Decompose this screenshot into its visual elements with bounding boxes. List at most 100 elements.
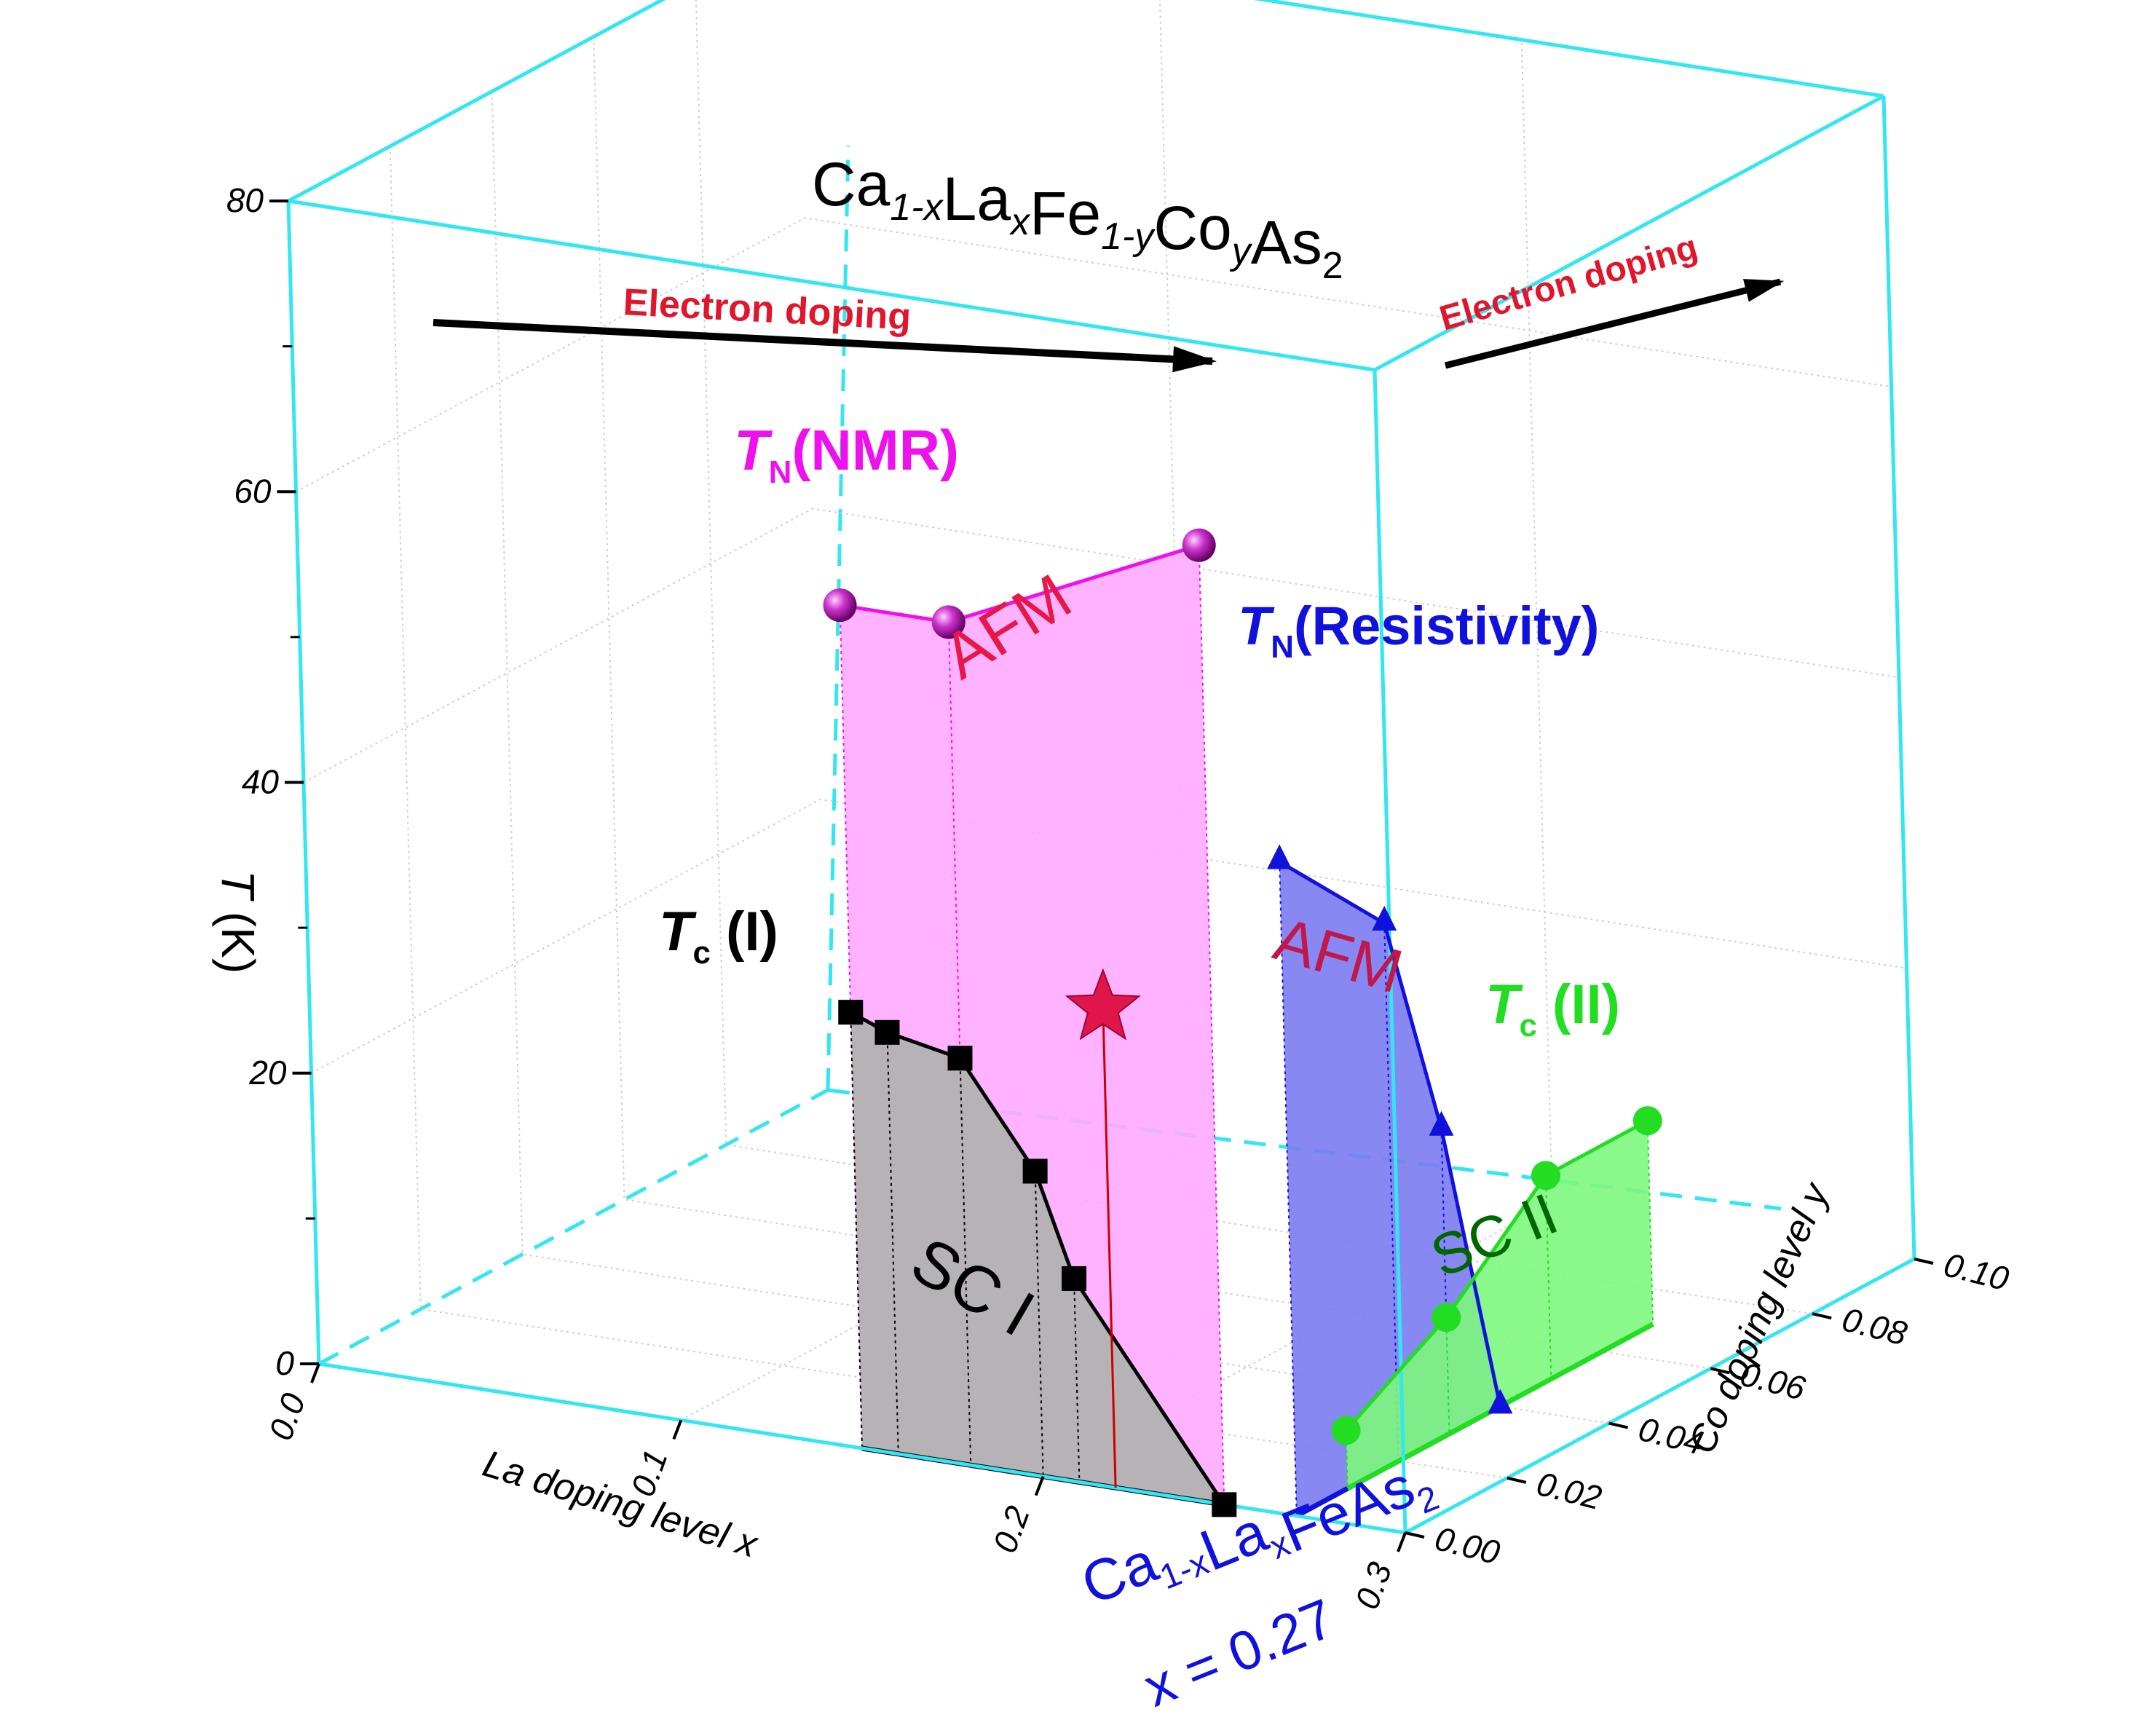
grid-line-z xyxy=(303,508,1900,783)
title-part: y xyxy=(1230,230,1253,272)
star-drop-line xyxy=(1102,1008,1117,1488)
region-t-c-ii- xyxy=(1346,1121,1654,1489)
series-label-sub: c xyxy=(1519,1008,1536,1043)
x-tick xyxy=(672,1419,683,1440)
data-point-t-c-i- xyxy=(1212,1492,1237,1517)
y-tick-label: 0.00 xyxy=(1432,1519,1504,1571)
series-label-rest: (Resistivity) xyxy=(1294,596,1599,656)
box-edge xyxy=(288,199,1375,372)
y-tick xyxy=(1608,1421,1629,1429)
z-tick-label: 0 xyxy=(275,1344,294,1382)
label-tc-i: Tc (I) xyxy=(659,901,778,971)
series-label-main: T xyxy=(734,418,773,482)
electron-doping-x: Electron doping xyxy=(433,281,1217,373)
drop-line-t-c-ii- xyxy=(1345,1430,1349,1489)
axis-title-z-var: T xyxy=(212,870,264,912)
drop-line-t-n-resistivity- xyxy=(1440,1128,1450,1434)
title-part: x xyxy=(1008,201,1031,243)
axis-title-y: Co doping level y xyxy=(1681,1175,1838,1460)
compound-label-part: Ca xyxy=(1073,1529,1166,1617)
drop-line-t-c-ii- xyxy=(1646,1121,1654,1325)
star-marker xyxy=(1065,968,1141,1041)
title-part: 1-x xyxy=(890,186,944,229)
series-line-t-c-ii- xyxy=(1344,1118,1648,1432)
series-label-main: T xyxy=(1238,596,1275,656)
x-tick-label: 0.2 xyxy=(985,1501,1037,1558)
data-point-t-n-resistivity- xyxy=(1372,906,1397,931)
series-layer xyxy=(823,528,1662,1517)
title-part: As xyxy=(1251,208,1322,277)
title-part: Fe xyxy=(1030,179,1101,248)
drop-line-t-c-i- xyxy=(850,1012,863,1449)
data-point-t-n-nmr- xyxy=(823,588,857,623)
data-point-t-c-ii- xyxy=(1331,1416,1361,1445)
x-value-label: x = 0.27 xyxy=(1136,1587,1343,1719)
data-point-t-n-nmr- xyxy=(931,605,966,639)
drop-line-t-c-ii- xyxy=(1544,1175,1552,1379)
series-label-sub: N xyxy=(1271,629,1294,665)
series-label-rest: (NMR) xyxy=(791,418,959,482)
data-point-t-n-resistivity- xyxy=(1488,1389,1513,1414)
label-tn-res: TN(Resistivity) xyxy=(1238,596,1599,665)
hidden-edge-1 xyxy=(317,1088,829,1366)
drop-line-t-c-i- xyxy=(1073,1278,1081,1483)
y-tick xyxy=(1812,1312,1832,1320)
z-tick-label: 80 xyxy=(226,181,264,219)
series-label-rest: (I) xyxy=(711,901,778,963)
y-tick-label: 0.02 xyxy=(1533,1464,1605,1517)
title-part: La xyxy=(943,165,1011,233)
electron-doping-x-arrow xyxy=(433,319,1217,373)
title-part: 1-y xyxy=(1101,216,1156,258)
electron-doping-y-arrow xyxy=(1444,278,1785,369)
y-tick-label: 0.10 xyxy=(1940,1245,2013,1298)
axis-title-z: T (K) xyxy=(212,870,264,974)
y-tick xyxy=(1507,1476,1527,1484)
drop-line-t-n-nmr- xyxy=(1198,545,1225,1505)
x-tick xyxy=(310,1363,320,1383)
title-part: Co xyxy=(1153,194,1231,262)
y-tick xyxy=(1710,1367,1730,1375)
box-edge xyxy=(1881,95,1916,1260)
data-point-t-c-i- xyxy=(838,1000,864,1025)
drop-line-t-n-resistivity- xyxy=(1279,861,1298,1516)
label-tc-ii: Tc (II) xyxy=(1485,974,1620,1043)
series-label-sub: c xyxy=(692,935,710,971)
data-point-t-c-i- xyxy=(1022,1158,1048,1184)
data-point-t-c-i- xyxy=(1062,1266,1087,1291)
box-edge xyxy=(1373,369,1407,1533)
data-point-t-c-i- xyxy=(947,1046,973,1071)
box-edge xyxy=(1373,94,1885,372)
electron-doping-y: Electron doping xyxy=(1435,228,1785,369)
series-label-main: T xyxy=(1485,974,1523,1035)
box-edge xyxy=(287,0,666,203)
box-edge xyxy=(1404,1257,1916,1535)
z-tick-label: 20 xyxy=(248,1054,287,1091)
x-tick-label: 0.3 xyxy=(1348,1557,1399,1614)
y-tick xyxy=(1914,1258,1934,1265)
series-label-main: T xyxy=(659,901,697,963)
series-label-rest: (II) xyxy=(1537,974,1620,1035)
series-label-sub: N xyxy=(769,454,792,490)
data-point-t-c-ii- xyxy=(1432,1303,1461,1333)
grid-line-z xyxy=(311,798,1907,1074)
z-tick-label: 40 xyxy=(242,763,280,801)
y-tick xyxy=(1405,1531,1425,1539)
x-tick xyxy=(1034,1475,1045,1496)
data-point-t-n-resistivity- xyxy=(1267,844,1292,869)
x-tick xyxy=(1397,1532,1407,1552)
drop-line-t-c-i- xyxy=(1034,1171,1044,1477)
data-point-t-c-ii- xyxy=(1531,1161,1560,1191)
data-point-t-n-nmr- xyxy=(1182,528,1216,562)
tick-layer: 0204060800.00.10.20.30.000.020.040.060.0… xyxy=(226,181,2013,1614)
axis-title-x: La doping level x xyxy=(478,1442,763,1566)
axis-title-z-unit: (K) xyxy=(212,912,264,974)
y-tick-label: 0.08 xyxy=(1839,1300,1911,1352)
data-point-t-n-resistivity- xyxy=(1429,1110,1454,1136)
drop-line-t-c-i- xyxy=(959,1058,972,1466)
label-tn-nmr: TN(NMR) xyxy=(734,418,959,490)
data-point-t-c-i- xyxy=(874,1019,900,1045)
title-part: Ca xyxy=(812,150,891,218)
chart-title: Ca1-xLaxFe1-yCoyAs2 xyxy=(812,150,1343,287)
box-edge xyxy=(1253,0,1884,98)
